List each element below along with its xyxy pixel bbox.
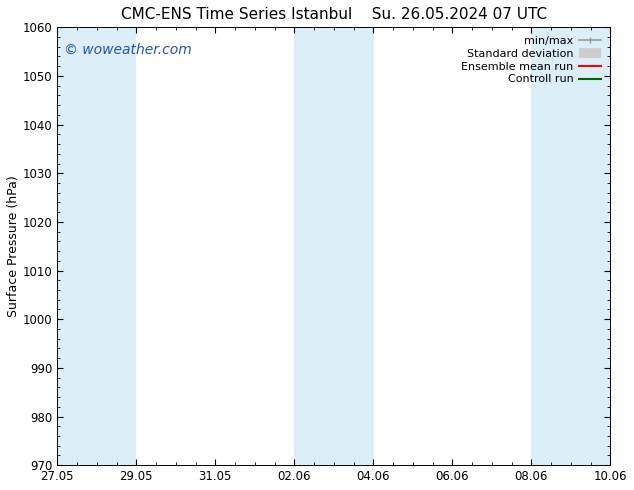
Y-axis label: Surface Pressure (hPa): Surface Pressure (hPa)	[7, 175, 20, 317]
Bar	[57, 27, 136, 465]
Legend: min/max, Standard deviation, Ensemble mean run, Controll run: min/max, Standard deviation, Ensemble me…	[458, 33, 605, 88]
Text: © woweather.com: © woweather.com	[64, 43, 191, 57]
Bar	[294, 27, 373, 465]
Bar	[531, 27, 611, 465]
Title: CMC-ENS Time Series Istanbul    Su. 26.05.2024 07 UTC: CMC-ENS Time Series Istanbul Su. 26.05.2…	[120, 7, 547, 22]
